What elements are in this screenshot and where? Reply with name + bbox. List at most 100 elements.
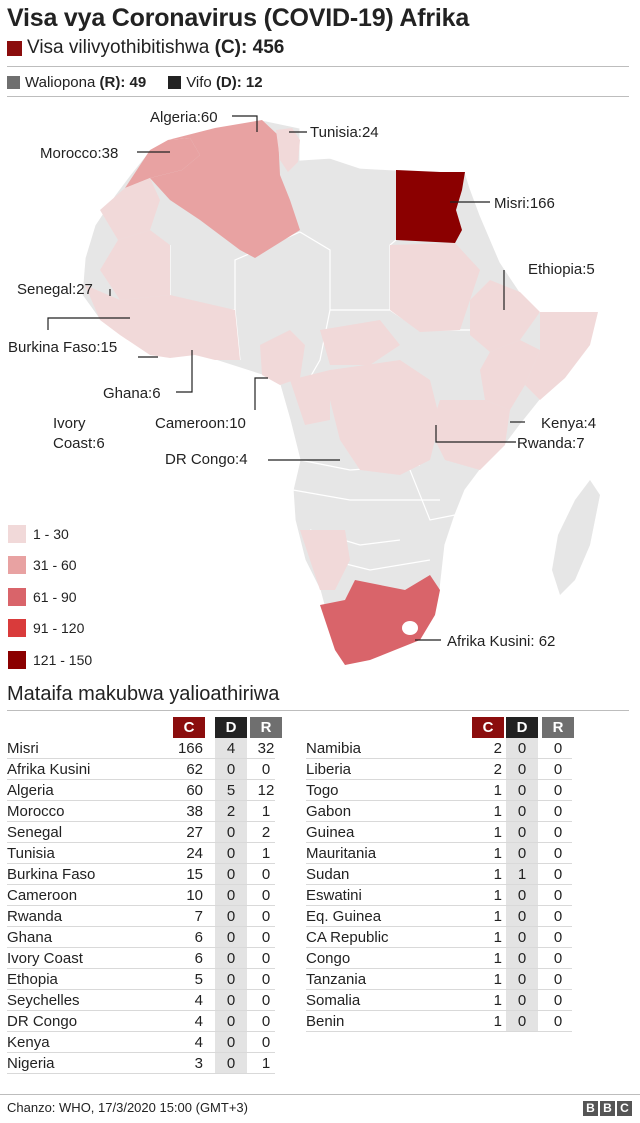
deaths-swatch [168,76,182,89]
cases-cell: 1 [493,908,502,925]
table-row: Togo 1 0 0 [306,780,572,801]
legend-item: 121 - 150 [8,644,92,676]
country-name: Guinea [306,824,355,841]
cases-cell: 62 [186,761,203,778]
label-cameroon: Cameroon:10 [155,415,246,432]
legend-item: 1 - 30 [8,518,92,550]
legend-swatch [8,524,26,543]
recovered-cell: 1 [261,845,271,862]
recovered-cell: 1 [261,1055,271,1072]
deaths-cell: 0 [517,929,527,946]
country-name: Morocco [7,803,65,820]
recovered-cell: 12 [257,782,275,799]
legend-label: 1 - 30 [33,525,69,542]
deaths-value: : 12 [236,74,263,91]
recovered-cell: 2 [261,824,271,841]
label-algeria: Algeria:60 [150,109,218,126]
cases-swatch [7,40,22,56]
deaths-column-shade [506,738,538,1032]
cases-cell: 24 [186,845,203,862]
bbc-logo: B B C [583,1101,632,1116]
leader-lines [47,115,525,641]
country-name: Sudan [306,866,350,883]
map-legend: 1 - 30 31 - 60 61 - 90 91 - 120 121 - 15… [8,518,92,676]
cases-cell: 4 [194,1034,203,1051]
header-c: C [472,717,504,738]
deaths-cell: 4 [226,740,236,757]
country-name: Burkina Faso [7,866,96,883]
recovered-deaths-line: Waliopona (R): 49 Vifo (D): 12 [7,74,263,91]
deaths-cell: 0 [517,824,527,841]
deaths-cell: 2 [226,803,236,820]
country-name: Somalia [306,992,361,1009]
morocco-region [125,138,200,188]
algeria-region [150,120,300,258]
table-row: Somalia 1 0 0 [306,990,572,1011]
table-row: Namibia 2 0 0 [306,738,572,759]
table-row: Nigeria 3 0 1 [7,1053,275,1074]
table-row: CA Republic 1 0 0 [306,927,572,948]
recovered-cell: 0 [261,908,271,925]
country-name: Gabon [306,803,352,820]
namibia-region [300,530,350,590]
deaths-cell: 5 [226,782,236,799]
recovered-cell: 0 [261,929,271,946]
header-r: R [542,717,574,738]
header-d: D [215,717,247,738]
table-row: Ethopia 5 0 0 [7,969,275,990]
legend-item: 91 - 120 [8,613,92,645]
country-name: Eswatini [306,887,362,904]
recovered-cell: 32 [257,740,275,757]
deaths-cell: 0 [226,908,236,925]
africa-map: Algeria:60 Tunisia:24 Morocco:38 Misri:1… [8,109,600,666]
cases-cell: 1 [493,1013,502,1030]
deaths-cell: 0 [226,761,236,778]
cases-cell: 2 [493,761,502,778]
country-name: Cameroon [7,887,78,904]
table-row: Sudan 1 1 0 [306,864,572,885]
total-cases-line: Visa vilivyothibitishwa (C): 456 [7,37,284,59]
deaths-cell: 0 [517,950,527,967]
recovered-cell: 0 [261,971,271,988]
deaths-cell: 0 [517,1013,527,1030]
deaths-code: (D) [215,74,237,91]
country-name: DR Congo [7,1013,78,1030]
south-africa-region [320,575,440,665]
table-row: Misri 166 4 32 [7,738,275,759]
recovered-label: Waliopona [25,74,96,91]
label-ivory-coast-2: Coast:6 [53,435,105,452]
label-egypt: Misri:166 [494,195,555,212]
recovered-cell: 0 [261,992,271,1009]
deaths-cell: 0 [226,824,236,841]
recovered-cell: 0 [553,845,563,862]
deaths-cell: 0 [517,971,527,988]
table-title-divider [7,710,629,711]
country-name: Benin [306,1013,345,1030]
recovered-cell: 0 [553,803,563,820]
label-ghana: Ghana:6 [103,385,161,402]
logo-letter: B [600,1101,615,1116]
table-row: Eq. Guinea 1 0 0 [306,906,572,927]
cases-cell: 1 [493,803,502,820]
recovered-cell: 0 [261,1034,271,1051]
kenya-region [480,340,540,410]
header-r: R [250,717,282,738]
recovered-cell: 0 [553,971,563,988]
cases-cell: 2 [493,740,502,757]
recovered-cell: 0 [553,866,563,883]
country-name: Namibia [306,740,362,757]
cases-cell: 6 [194,929,203,946]
cases-cell: 1 [493,866,502,883]
table-row: Senegal 27 0 2 [7,822,275,843]
recovered-code: (R) [99,74,121,91]
cases-cell: 60 [186,782,203,799]
label-kenya: Kenya:4 [541,415,596,432]
table-row: Seychelles 4 0 0 [7,990,275,1011]
country-name: Nigeria [7,1055,55,1072]
recovered-cell: 1 [261,803,271,820]
table-row: Tunisia 24 0 1 [7,843,275,864]
deaths-cell: 0 [226,950,236,967]
table-row: Mauritania 1 0 0 [306,843,572,864]
recovered-cell: 0 [261,1013,271,1030]
legend-swatch [8,556,26,575]
